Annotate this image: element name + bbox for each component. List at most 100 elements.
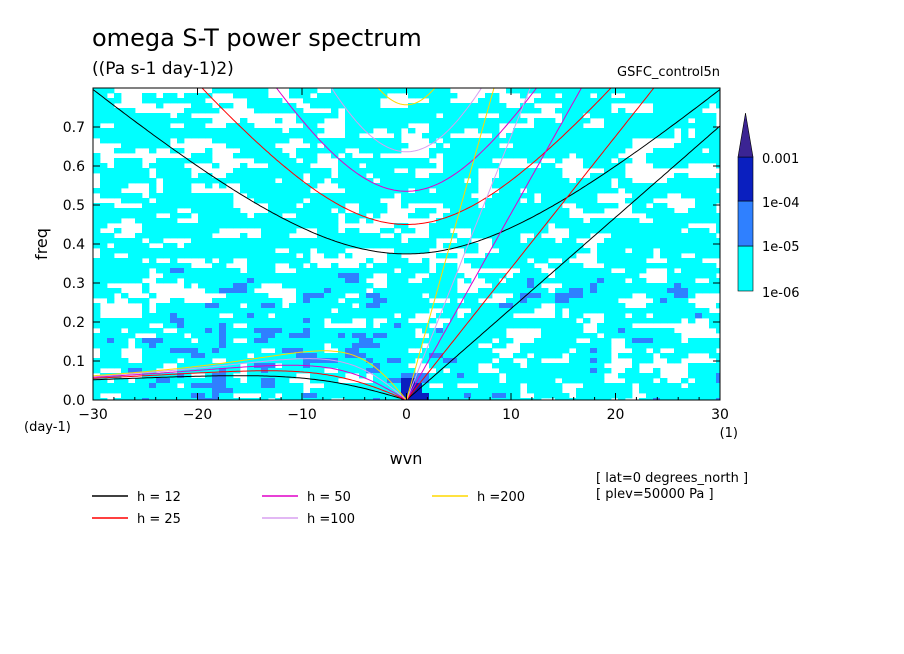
- heat-cell: [107, 238, 115, 244]
- heat-cell: [716, 228, 720, 234]
- heat-cell: [303, 153, 311, 159]
- heat-cell: [331, 253, 339, 259]
- heat-cell: [373, 288, 381, 294]
- heat-cell: [450, 138, 458, 144]
- heat-cell: [611, 143, 619, 149]
- heat-cell: [261, 133, 269, 139]
- heat-cell: [604, 173, 612, 179]
- heat-cell: [415, 293, 423, 299]
- heat-cell: [128, 363, 136, 369]
- heat-cell: [702, 193, 710, 199]
- heat-cell: [513, 188, 521, 194]
- heat-cell: [310, 138, 318, 144]
- heat-cell: [506, 363, 514, 369]
- heat-cell: [233, 298, 241, 304]
- heat-cell: [156, 163, 164, 169]
- heat-cell: [576, 373, 584, 379]
- heat-cell: [114, 398, 122, 400]
- heat-cell: [338, 358, 346, 364]
- heat-cell: [681, 353, 689, 359]
- heat-cell: [114, 338, 122, 344]
- heat-cell: [646, 193, 654, 199]
- heat-cell: [226, 333, 234, 339]
- heat-cell: [660, 158, 668, 164]
- heat-cell: [422, 283, 430, 289]
- heat-cell: [282, 228, 290, 234]
- heat-cell: [583, 348, 591, 354]
- heat-cell: [716, 128, 720, 134]
- heat-cell: [688, 313, 696, 319]
- heat-cell: [604, 223, 612, 229]
- heat-cell: [317, 398, 325, 400]
- curve-rossby-h25: [93, 370, 407, 400]
- heat-cell: [450, 168, 458, 174]
- heat-cell: [597, 353, 605, 359]
- heat-cell: [520, 323, 528, 329]
- heat-cell: [184, 123, 192, 129]
- heat-cell: [226, 198, 234, 204]
- heat-cell: [247, 188, 255, 194]
- heat-cell: [240, 173, 248, 179]
- heat-cell: [205, 378, 213, 384]
- heat-cell: [702, 348, 710, 354]
- heat-cell: [303, 128, 311, 134]
- heat-cell: [660, 353, 668, 359]
- heat-cell: [702, 178, 710, 184]
- heat-cell: [716, 378, 720, 384]
- heat-cell: [373, 168, 381, 174]
- heat-cell: [499, 273, 507, 279]
- heat-cell: [457, 363, 465, 369]
- colorbar-label: 0.001: [762, 152, 799, 167]
- heat-cell: [646, 243, 654, 249]
- heat-cell: [401, 193, 409, 199]
- heat-cell: [373, 373, 381, 379]
- heat-cell: [184, 268, 192, 274]
- heat-cell: [485, 313, 493, 319]
- heat-cell: [646, 213, 654, 219]
- heat-cell: [184, 158, 192, 164]
- heat-cell: [226, 383, 234, 389]
- heat-cell: [296, 303, 304, 309]
- heat-cell: [667, 183, 675, 189]
- heat-cell: [317, 193, 325, 199]
- heat-cell: [485, 228, 493, 234]
- heat-cell: [674, 213, 682, 219]
- heat-cell: [436, 288, 444, 294]
- heat-cell: [450, 93, 458, 99]
- heat-cell: [632, 333, 640, 339]
- heat-cell: [660, 213, 668, 219]
- heat-cell: [205, 283, 213, 289]
- heat-cell: [534, 188, 542, 194]
- heat-cell: [352, 328, 360, 334]
- heat-cell: [247, 223, 255, 229]
- heat-cell: [93, 238, 101, 244]
- heat-cell: [534, 233, 542, 239]
- heat-cell: [93, 243, 101, 249]
- heat-cell: [604, 343, 612, 349]
- heat-cell: [359, 193, 367, 199]
- heat-cell: [527, 228, 535, 234]
- heat-cell: [457, 243, 465, 249]
- heat-cell: [499, 168, 507, 174]
- heat-cell: [219, 323, 227, 329]
- heat-cell: [569, 338, 577, 344]
- heat-cell: [520, 348, 528, 354]
- heat-cell: [205, 193, 213, 199]
- heat-cell: [583, 163, 591, 169]
- heat-cell: [541, 88, 549, 94]
- heat-cell: [296, 188, 304, 194]
- heat-cell: [275, 383, 283, 389]
- heat-cell: [387, 398, 395, 400]
- heat-cell: [401, 278, 409, 284]
- heat-cell: [674, 123, 682, 129]
- heat-cell: [205, 248, 213, 254]
- heat-cell: [170, 373, 178, 379]
- heat-cell: [184, 378, 192, 384]
- heat-cell: [394, 133, 402, 139]
- heat-cell: [639, 278, 647, 284]
- heat-cell: [247, 308, 255, 314]
- heat-cell: [639, 113, 647, 119]
- heat-cell: [394, 278, 402, 284]
- heat-cell: [611, 288, 619, 294]
- heat-cell: [170, 128, 178, 134]
